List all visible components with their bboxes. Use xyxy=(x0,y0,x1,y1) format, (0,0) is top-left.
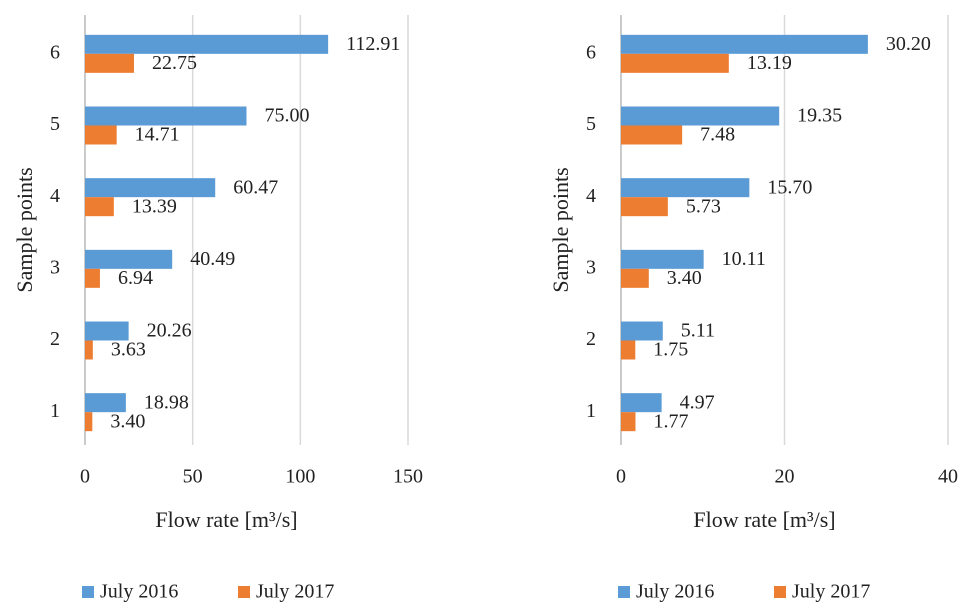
bar xyxy=(85,412,93,432)
bar xyxy=(85,321,129,341)
x-axis-label: Flow rate [m³/s] xyxy=(693,507,835,532)
legend-swatch xyxy=(238,586,250,598)
bar xyxy=(85,268,100,288)
data-label: 60.47 xyxy=(233,176,278,198)
data-label: 3.40 xyxy=(667,267,702,289)
x-tick-label: 100 xyxy=(285,466,315,488)
y-tick-label: 5 xyxy=(50,113,60,135)
y-tick-label: 6 xyxy=(50,41,60,63)
bar xyxy=(621,53,729,73)
bar xyxy=(85,106,247,126)
data-label: 5.73 xyxy=(686,195,721,217)
bar xyxy=(85,249,173,269)
bar xyxy=(621,106,780,126)
bar xyxy=(621,321,663,341)
bar xyxy=(621,178,750,198)
data-label: 19.35 xyxy=(797,105,842,127)
y-tick-label: 4 xyxy=(50,185,60,207)
bar xyxy=(621,125,683,145)
data-label: 7.48 xyxy=(700,124,735,146)
y-tick-label: 2 xyxy=(50,328,60,350)
bar xyxy=(621,197,668,217)
x-tick-label: 40 xyxy=(938,466,958,488)
x-tick-label: 150 xyxy=(393,466,423,488)
legend-swatch xyxy=(774,586,786,598)
bar xyxy=(85,34,329,54)
data-label: 1.77 xyxy=(653,410,688,432)
data-label: 30.20 xyxy=(886,33,931,55)
y-tick-label: 6 xyxy=(586,41,596,63)
y-tick-label: 1 xyxy=(50,400,60,422)
data-label: 20.26 xyxy=(147,320,192,342)
legend-label: July 2016 xyxy=(100,581,178,603)
y-tick-label: 5 xyxy=(586,113,596,135)
y-tick-label: 3 xyxy=(586,256,596,278)
data-label: 14.71 xyxy=(135,124,180,146)
bar xyxy=(621,393,662,413)
bar xyxy=(85,53,134,73)
bar xyxy=(85,340,93,360)
bar xyxy=(85,197,114,217)
data-label: 4.97 xyxy=(680,391,715,413)
data-label: 13.19 xyxy=(747,52,792,74)
bar xyxy=(621,268,649,288)
bar xyxy=(85,178,216,198)
bar xyxy=(621,34,868,54)
x-tick-label: 20 xyxy=(775,466,795,488)
x-tick-label: 0 xyxy=(616,466,626,488)
x-tick-label: 0 xyxy=(80,466,90,488)
bar xyxy=(621,249,704,269)
y-tick-label: 3 xyxy=(50,256,60,278)
data-label: 18.98 xyxy=(144,391,189,413)
y-tick-label: 1 xyxy=(586,400,596,422)
data-label: 112.91 xyxy=(346,33,400,55)
data-label: 5.11 xyxy=(681,320,715,342)
data-label: 1.75 xyxy=(653,339,688,361)
legend-label: July 2017 xyxy=(256,581,334,603)
bar xyxy=(621,412,636,432)
data-label: 10.11 xyxy=(722,248,766,270)
legend-swatch xyxy=(618,586,630,598)
y-axis-label: Sample points xyxy=(548,167,573,292)
y-tick-label: 4 xyxy=(586,185,596,207)
bar xyxy=(85,393,126,413)
bar xyxy=(621,340,636,360)
bar xyxy=(85,125,117,145)
y-tick-label: 2 xyxy=(586,328,596,350)
data-label: 13.39 xyxy=(132,195,177,217)
x-tick-label: 50 xyxy=(183,466,203,488)
data-label: 75.00 xyxy=(265,105,310,127)
data-label: 15.70 xyxy=(767,176,812,198)
y-axis-label: Sample points xyxy=(12,167,37,292)
data-label: 3.63 xyxy=(111,339,146,361)
data-label: 6.94 xyxy=(118,267,153,289)
data-label: 22.75 xyxy=(152,52,197,74)
legend-swatch xyxy=(82,586,94,598)
legend-label: July 2016 xyxy=(636,581,714,603)
x-axis-label: Flow rate [m³/s] xyxy=(155,507,297,532)
data-label: 40.49 xyxy=(190,248,235,270)
legend-label: July 2017 xyxy=(792,581,870,603)
data-label: 3.40 xyxy=(110,410,145,432)
